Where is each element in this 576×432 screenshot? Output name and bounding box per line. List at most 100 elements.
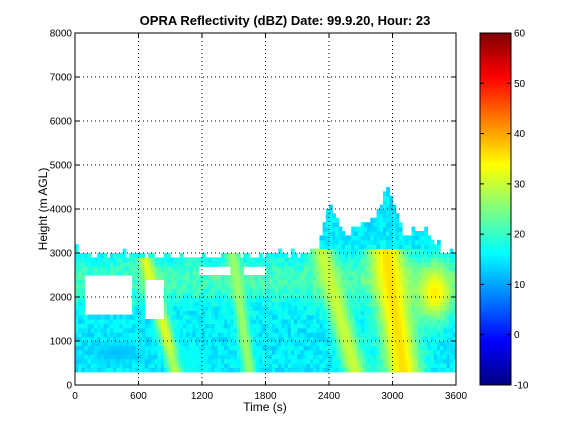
heatmap-cell [351, 231, 355, 236]
heatmap-cell [414, 332, 419, 338]
heatmap-cell [408, 349, 413, 355]
heatmap-cell [113, 358, 117, 364]
heatmap-cell [290, 297, 295, 302]
heatmap-cell [119, 327, 124, 333]
heatmap-cell [163, 314, 168, 320]
heatmap-cell [405, 336, 409, 342]
heatmap-cell [81, 314, 86, 320]
heatmap-cell [332, 266, 336, 272]
heatmap-cell [211, 323, 216, 329]
heatmap-cell [81, 327, 86, 333]
heatmap-cell [452, 363, 456, 368]
heatmap-cell [297, 354, 302, 360]
heatmap-cell [132, 323, 136, 329]
heatmap-cell [109, 367, 114, 373]
heatmap-cell [240, 358, 244, 364]
heatmap-cell [363, 275, 368, 280]
heatmap-cell [313, 354, 317, 360]
heatmap-cell [221, 292, 225, 298]
heatmap-cell [446, 297, 451, 302]
heatmap-cell [189, 261, 194, 267]
heatmap-cell [449, 358, 454, 364]
heatmap-cell [78, 270, 82, 276]
heatmap-cell [376, 244, 381, 250]
heatmap-cell [303, 275, 308, 280]
heatmap-cell [224, 279, 228, 285]
heatmap-cell [208, 319, 213, 324]
heatmap-cell [87, 327, 92, 333]
heatmap-cell [411, 310, 416, 316]
heatmap-cell [309, 248, 314, 254]
heatmap-cell [379, 336, 384, 342]
heatmap-cell [316, 319, 321, 324]
heatmap-cell [354, 226, 359, 232]
heatmap-cell [373, 270, 378, 276]
heatmap-cell [367, 292, 371, 298]
heatmap-cell [332, 213, 336, 219]
heatmap-cell [351, 283, 355, 289]
heatmap-cell [122, 257, 127, 263]
heatmap-cell [287, 367, 292, 373]
heatmap-cell [198, 327, 203, 333]
heatmap-cell [338, 349, 343, 355]
heatmap-cell [189, 323, 194, 329]
heatmap-cell [382, 253, 387, 258]
heatmap-cell [154, 332, 159, 338]
heatmap-cell [148, 358, 152, 364]
heatmap-cell [106, 358, 111, 364]
heatmap-cell [90, 358, 95, 364]
heatmap-cell [335, 270, 340, 276]
heatmap-cell [287, 336, 292, 342]
heatmap-cell [354, 323, 359, 329]
heatmap-cell [389, 261, 394, 267]
heatmap-cell [170, 297, 175, 302]
heatmap-cell [160, 341, 165, 346]
heatmap-cell [236, 363, 241, 368]
heatmap-cell [411, 367, 416, 373]
heatmap-cell [186, 266, 190, 272]
heatmap-cell [411, 358, 416, 364]
heatmap-cell [205, 257, 209, 263]
heatmap-cell [367, 239, 371, 245]
heatmap-cell [303, 288, 308, 294]
heatmap-cell [297, 297, 302, 302]
heatmap-cell [354, 283, 359, 289]
heatmap-cell [259, 354, 263, 360]
heatmap-cell [398, 305, 403, 311]
heatmap-cell [233, 266, 238, 272]
heatmap-cell [167, 336, 171, 342]
heatmap-cell [268, 301, 273, 307]
heatmap-cell [421, 354, 425, 360]
heatmap-cell [205, 301, 209, 307]
heatmap-cell [354, 231, 359, 236]
heatmap-cell [246, 345, 251, 351]
heatmap-cell [265, 327, 270, 333]
heatmap-cell [316, 367, 321, 373]
heatmap-cell [402, 288, 406, 294]
heatmap-cell [192, 270, 197, 276]
heatmap-cell [103, 332, 108, 338]
heatmap-cell [173, 266, 178, 272]
heatmap-cell [360, 231, 365, 236]
heatmap-cell [402, 261, 406, 267]
heatmap-cell [151, 323, 155, 329]
heatmap-cell [341, 305, 346, 311]
heatmap-cell [367, 279, 371, 285]
heatmap-cell [217, 283, 222, 289]
heatmap-cell [246, 323, 251, 329]
heatmap-cell [325, 310, 330, 316]
heatmap-cell [424, 266, 429, 272]
heatmap-cell [173, 301, 178, 307]
heatmap-cell [265, 283, 270, 289]
heatmap-cell [144, 345, 149, 351]
heatmap-cell [106, 319, 111, 324]
heatmap-cell [170, 266, 175, 272]
heatmap-cell [440, 354, 444, 360]
heatmap-cell [452, 279, 456, 285]
heatmap-cell [329, 275, 333, 280]
heatmap-cell [249, 354, 254, 360]
heatmap-cell [386, 358, 390, 364]
heatmap-cell [271, 275, 276, 280]
heatmap-cell [344, 323, 349, 329]
heatmap-cell [182, 319, 187, 324]
